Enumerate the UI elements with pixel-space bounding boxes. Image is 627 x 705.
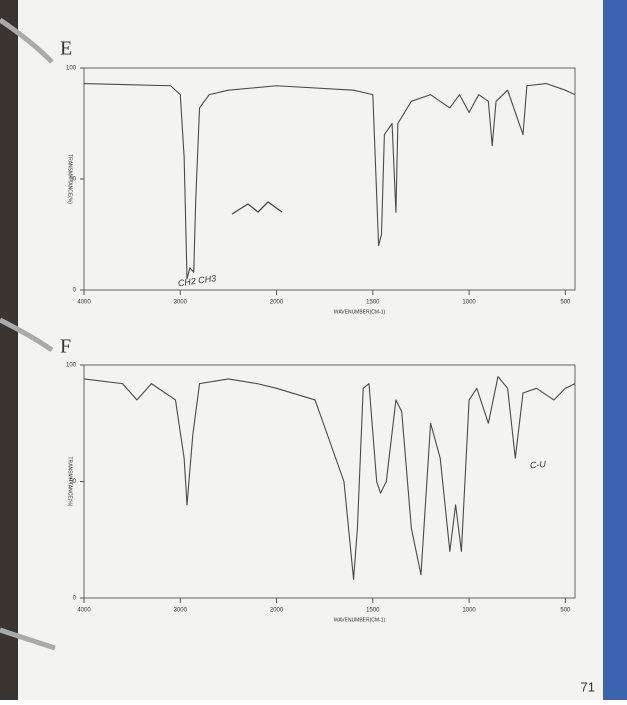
annotation: C-U <box>530 459 547 470</box>
x-tick-label: 3000 <box>174 300 188 306</box>
spectrum-line <box>83 376 576 580</box>
chart-title: F <box>60 336 71 358</box>
y-tick-label: 50 <box>69 177 76 183</box>
x-axis-label: WAVENUMBER(CM-1) <box>334 617 386 623</box>
x-tick-label: 500 <box>560 608 571 614</box>
x-tick-label: 4000 <box>77 300 91 306</box>
x-tick-label: 1000 <box>462 608 476 614</box>
y-tick-label: 100 <box>66 66 77 72</box>
x-tick-label: 4000 <box>77 608 91 614</box>
x-tick-label: 500 <box>560 300 571 306</box>
binder-edge <box>603 0 627 700</box>
y-tick-label: 100 <box>66 363 77 369</box>
x-tick-label: 2000 <box>270 300 284 306</box>
page-number: 71 <box>581 679 595 694</box>
x-tick-label: 1500 <box>366 300 380 306</box>
x-tick-label: 1500 <box>366 608 380 614</box>
binder-rings <box>0 17 56 651</box>
paper <box>18 0 603 700</box>
ring <box>0 317 54 353</box>
x-tick-label: 2000 <box>270 608 284 614</box>
spectrum-line <box>83 82 576 280</box>
ring <box>0 627 56 651</box>
chart-title: E <box>60 38 72 60</box>
structure-sketch <box>231 201 283 215</box>
x-tick-label: 1000 <box>462 300 476 306</box>
x-axis-label: WAVENUMBER(CM-1) <box>334 309 386 315</box>
y-axis-label: TRANSMITTANCE(%) <box>67 154 73 204</box>
ring <box>0 17 54 64</box>
y-tick-label: 0 <box>73 596 77 602</box>
y-tick-label: 50 <box>69 479 76 485</box>
x-tick-label: 3000 <box>174 608 188 614</box>
y-tick-label: 0 <box>73 288 77 294</box>
y-axis-label: TRANSMITTANCE(%) <box>67 457 73 507</box>
